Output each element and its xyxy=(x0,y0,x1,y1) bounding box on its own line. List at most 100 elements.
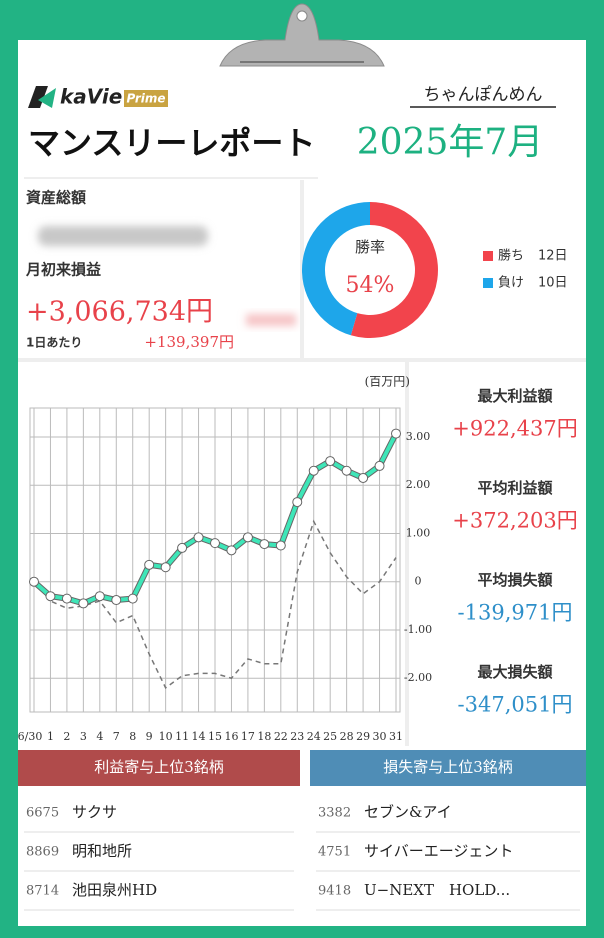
stock-code: 9418 xyxy=(318,884,351,899)
stock-name: セブン&アイ xyxy=(364,803,452,821)
legend-label: 勝ち xyxy=(498,249,524,264)
stat-value: -139,971円 xyxy=(458,601,573,625)
pie-slice xyxy=(350,202,438,338)
point xyxy=(226,545,237,556)
legend-swatch xyxy=(483,251,493,261)
point xyxy=(45,591,56,602)
point xyxy=(358,472,369,483)
asset-label: 資産総額 xyxy=(26,189,86,207)
pie-center-label: 勝率 xyxy=(355,238,385,256)
x-tick-label: 11 xyxy=(175,730,189,743)
x-tick-label: 25 xyxy=(323,730,337,743)
report-title: マンスリーレポート xyxy=(28,124,315,162)
point xyxy=(292,497,303,508)
pie-center-value: 54% xyxy=(346,273,395,298)
per-day-label: 1日あたり xyxy=(26,336,82,350)
point xyxy=(325,456,336,467)
stat-label: 最大利益額 xyxy=(477,387,552,405)
x-tick-label: 3 xyxy=(80,730,87,743)
legend-swatch xyxy=(483,278,493,288)
x-tick-label: 17 xyxy=(241,730,255,743)
stat-value: +372,203円 xyxy=(452,509,577,533)
point xyxy=(391,428,401,439)
clip-hole xyxy=(296,10,308,22)
y-tick-label: 2.00 xyxy=(406,478,431,491)
legend-value: 12日 xyxy=(538,249,568,264)
x-tick-label: 22 xyxy=(274,730,288,743)
y-tick-label: 3.00 xyxy=(406,430,431,443)
y-tick-label: -2.00 xyxy=(404,671,432,684)
legend-value: 10日 xyxy=(538,276,568,291)
stat-value: -347,051円 xyxy=(458,693,573,717)
point xyxy=(127,593,138,604)
stock-code: 8714 xyxy=(26,884,59,899)
asset-blurred xyxy=(38,226,208,246)
x-tick-label: 14 xyxy=(192,730,206,743)
point xyxy=(160,562,171,573)
stock-code: 6675 xyxy=(26,806,59,821)
stat-label: 最大損失額 xyxy=(477,663,552,681)
logo-icon xyxy=(28,86,48,108)
point xyxy=(61,593,72,604)
stock-name: 池田泉州HD xyxy=(72,881,157,899)
point xyxy=(177,542,188,553)
point xyxy=(111,595,122,606)
x-tick-label: 18 xyxy=(257,730,271,743)
x-tick-label: 31 xyxy=(389,730,403,743)
x-tick-label: 6/30 xyxy=(18,730,43,743)
legend-label: 負け xyxy=(498,276,524,291)
point xyxy=(193,532,204,543)
user-name: ちゃんぽんめん xyxy=(424,85,543,105)
x-tick-label: 24 xyxy=(307,730,321,743)
x-tick-label: 1 xyxy=(47,730,54,743)
point xyxy=(94,591,105,602)
x-tick-label: 7 xyxy=(113,730,120,743)
point xyxy=(144,559,155,570)
stock-name: サクサ xyxy=(72,803,117,821)
stat-label: 平均損失額 xyxy=(477,571,552,589)
line-chart: (百万円)3.002.001.000-1.00-2.006/30 1 2 3 4 7 8 9 1… xyxy=(18,375,432,744)
plot-frame xyxy=(29,407,401,713)
lists: 利益寄与上位3銘柄 6675 サクサ 8869 明和地所 8714 池田泉州HD 損失寄与上位… xyxy=(18,750,586,911)
divider xyxy=(18,358,586,362)
stock-name: サイバーエージェント xyxy=(364,842,513,860)
x-tick-label: 9 xyxy=(146,730,153,743)
x-tick-label: 2 xyxy=(63,730,70,743)
point xyxy=(308,465,319,476)
point xyxy=(78,598,89,609)
x-tick-label: 8 xyxy=(129,730,136,743)
x-tick-label: 28 xyxy=(340,730,354,743)
stat-value: +922,437円 xyxy=(452,417,577,441)
series-line xyxy=(33,519,397,690)
badge-bg xyxy=(124,90,168,107)
stock-code: 4751 xyxy=(318,845,351,860)
point xyxy=(341,465,352,476)
point xyxy=(210,538,220,549)
report-month: 2025年7月 xyxy=(357,122,544,163)
unit-label: (百万円) xyxy=(365,375,410,389)
list-title: 利益寄与上位3銘柄 xyxy=(94,758,224,776)
point xyxy=(242,532,253,543)
stock-code: 3382 xyxy=(318,806,351,821)
y-tick-label: -1.00 xyxy=(404,623,432,636)
point xyxy=(259,539,270,550)
y-tick-label: 1.00 xyxy=(406,526,431,539)
x-tick-label: 10 xyxy=(159,730,173,743)
stock-name: 明和地所 xyxy=(72,842,132,860)
pie-slice xyxy=(301,202,370,336)
pl-value: +3,066,734円 xyxy=(26,297,213,328)
list-title: 損失寄与上位3銘柄 xyxy=(383,758,513,776)
stock-name: U−NEXT HOLD... xyxy=(364,881,510,899)
pl-blurred xyxy=(246,314,296,326)
stat-label: 平均利益額 xyxy=(477,479,552,497)
divider xyxy=(405,362,409,746)
x-tick-label: 16 xyxy=(224,730,238,743)
per-day-value: +139,397円 xyxy=(144,333,234,351)
pl-label: 月初来損益 xyxy=(25,261,101,279)
point xyxy=(275,540,286,551)
stock-code: 8869 xyxy=(26,845,59,860)
